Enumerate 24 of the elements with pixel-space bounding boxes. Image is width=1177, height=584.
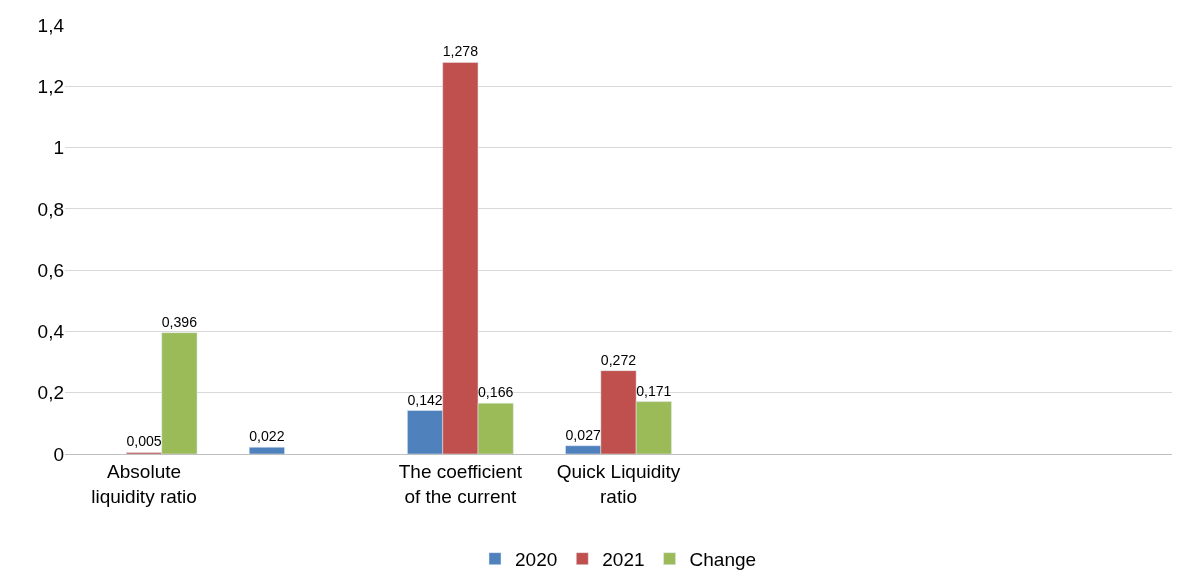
y-tick-label: 0,8 bbox=[37, 198, 64, 220]
y-tick-label: 0 bbox=[53, 443, 64, 465]
bar bbox=[248, 447, 285, 454]
x-tick-label: The coefficient of the current bbox=[398, 460, 523, 507]
x-tick-label: Absolute liquidity ratio bbox=[91, 460, 197, 507]
data-label: 0,396 bbox=[161, 313, 198, 330]
y-tick-label: 1,2 bbox=[37, 75, 64, 97]
y-tick-label: 1,4 bbox=[37, 14, 65, 36]
data-label: 0,022 bbox=[249, 428, 285, 445]
data-label: 0,027 bbox=[565, 426, 601, 443]
legend-label: 2020 bbox=[515, 549, 558, 571]
data-label: 0,272 bbox=[600, 351, 637, 368]
data-label: 1,278 bbox=[442, 43, 479, 60]
y-tick-label: 0,4 bbox=[37, 321, 65, 343]
y-tick-label: 1 bbox=[53, 137, 64, 159]
x-tick-label: Quick Liquidity ratio bbox=[556, 460, 681, 507]
legend-label: 2021 bbox=[602, 549, 645, 571]
y-tick-label: 0,6 bbox=[37, 259, 64, 281]
data-label: 0,142 bbox=[407, 391, 443, 408]
data-label: 0,166 bbox=[478, 384, 514, 401]
data-label: 0,005 bbox=[126, 433, 162, 450]
data-label: 0,171 bbox=[636, 382, 672, 399]
y-tick-label: 0,2 bbox=[37, 382, 64, 404]
legend-label: Change bbox=[689, 549, 757, 571]
